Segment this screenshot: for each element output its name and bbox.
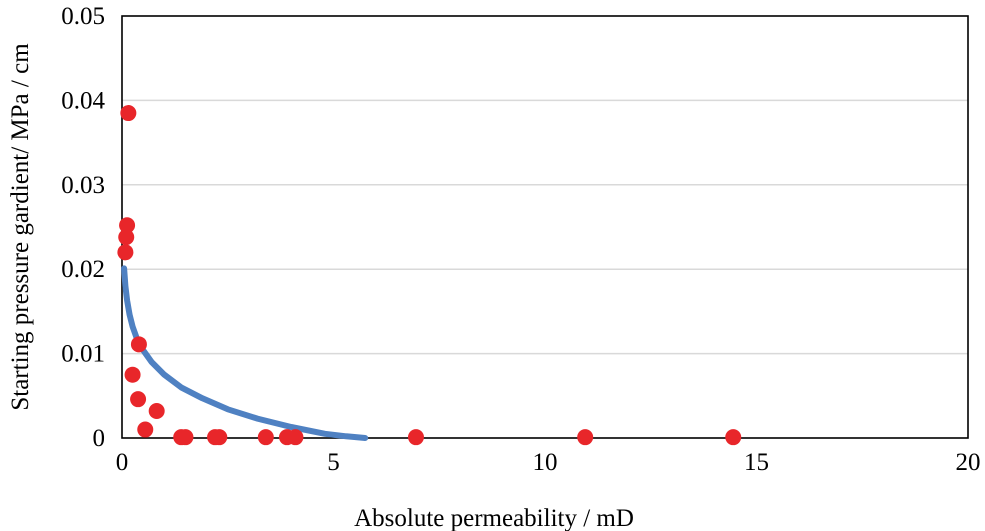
y-tick-label: 0.04 bbox=[61, 87, 105, 114]
y-tick-label: 0 bbox=[93, 425, 106, 452]
data-point bbox=[124, 366, 141, 383]
data-point bbox=[148, 402, 165, 419]
data-point bbox=[177, 429, 194, 446]
data-point bbox=[577, 429, 594, 446]
x-tick-label: 10 bbox=[533, 449, 558, 476]
y-axis-ticks: 0 0.01 0.02 0.03 0.04 0.05 bbox=[61, 3, 105, 452]
fitted-curve-layer bbox=[121, 265, 369, 441]
y-tick-label: 0.05 bbox=[61, 3, 105, 30]
data-point bbox=[130, 391, 147, 408]
data-point bbox=[118, 229, 135, 246]
data-point bbox=[257, 429, 274, 446]
data-point bbox=[287, 429, 304, 446]
x-tick-label: 15 bbox=[744, 449, 769, 476]
x-tick-label: 20 bbox=[956, 449, 981, 476]
data-point bbox=[130, 336, 147, 353]
plot-area-frame bbox=[121, 15, 969, 439]
x-axis-ticks: 0 5 10 15 20 bbox=[116, 449, 981, 476]
x-tick-label: 0 bbox=[116, 449, 129, 476]
y-tick-label: 0.03 bbox=[61, 172, 105, 199]
y-axis-label: Starting pressure gardient/ MPa / cm bbox=[7, 43, 34, 411]
x-axis-label: Absolute permeability / mD bbox=[354, 505, 634, 531]
data-points-layer bbox=[117, 105, 742, 446]
fitted-curve-line bbox=[121, 265, 369, 441]
data-point bbox=[120, 105, 137, 122]
y-tick-label: 0.02 bbox=[61, 256, 105, 283]
data-point bbox=[117, 244, 134, 261]
y-tick-label: 0.01 bbox=[61, 341, 105, 368]
data-point bbox=[119, 217, 136, 234]
data-point bbox=[725, 429, 742, 446]
data-point bbox=[137, 421, 154, 438]
gridlines bbox=[122, 99, 968, 355]
data-point bbox=[211, 429, 228, 446]
x-tick-label: 5 bbox=[327, 449, 340, 476]
data-point bbox=[407, 429, 424, 446]
